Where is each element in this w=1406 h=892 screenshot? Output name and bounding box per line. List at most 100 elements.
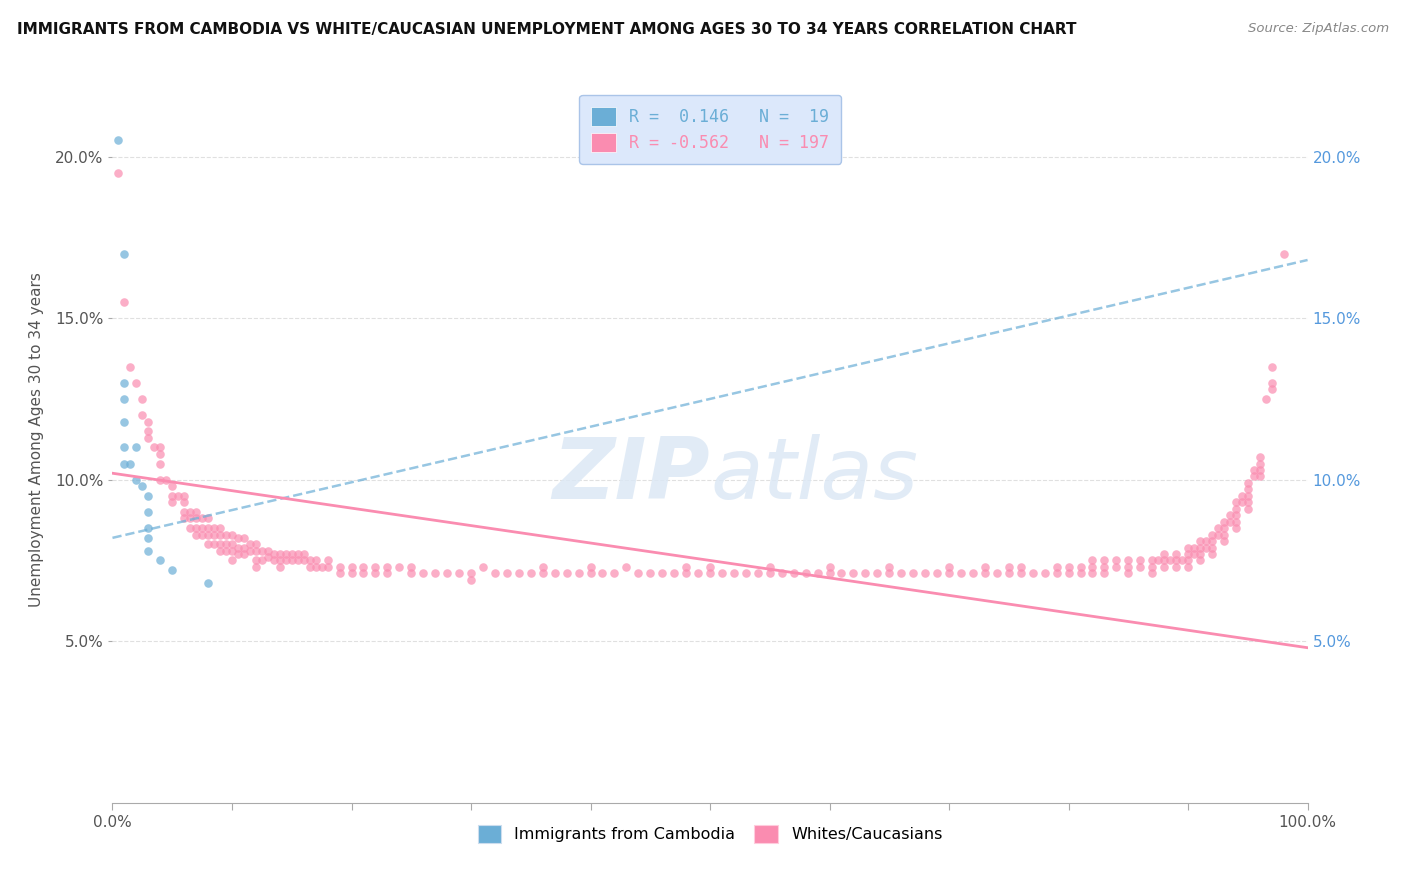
Point [1206,527,1229,541]
Point [1153,560,1175,574]
Y-axis label: Unemployment Among Ages 30 to 34 years: Unemployment Among Ages 30 to 34 years [30,272,44,607]
Point [1159,553,1181,567]
Point [215,527,238,541]
Point [1070,566,1092,581]
Point [1142,560,1164,574]
Point [1225,501,1247,516]
Point [131,392,153,406]
Point [1010,566,1032,581]
Point [950,566,973,581]
Point [759,560,782,574]
Point [197,521,219,535]
Point [627,566,650,581]
Point [274,553,297,567]
Point [329,566,352,581]
Point [186,527,208,541]
Text: ZIP: ZIP [553,434,710,517]
Point [938,560,960,574]
Point [675,566,697,581]
Point [770,566,793,581]
Point [162,479,183,493]
Point [138,505,160,519]
Point [447,566,470,581]
Point [114,457,135,471]
Point [903,566,925,581]
Point [250,543,273,558]
Point [162,489,183,503]
Point [568,566,591,581]
Point [352,560,374,574]
Point [1177,547,1199,561]
Point [138,531,160,545]
Point [1254,392,1277,406]
Point [233,531,256,545]
Point [138,415,160,429]
Point [1182,547,1205,561]
Text: atlas: atlas [710,434,918,517]
Point [287,547,309,561]
Point [1213,527,1236,541]
Point [191,521,214,535]
Point [221,537,243,551]
Point [209,537,232,551]
Point [125,441,148,455]
Point [1201,541,1223,555]
Point [1142,553,1164,567]
Point [460,573,482,587]
Point [1171,553,1194,567]
Point [1237,475,1260,490]
Point [520,566,543,581]
Point [245,560,267,574]
Point [1225,515,1247,529]
Point [818,560,841,574]
Point [311,560,333,574]
Point [1046,566,1069,581]
Point [239,543,262,558]
Point [197,576,219,591]
Point [221,553,243,567]
Point [723,566,745,581]
Point [149,441,172,455]
Point [651,566,673,581]
Point [1177,560,1199,574]
Point [472,560,495,574]
Point [143,441,166,455]
Legend: Immigrants from Cambodia, Whites/Caucasians: Immigrants from Cambodia, Whites/Caucasi… [471,818,949,849]
Point [640,566,662,581]
Point [149,447,172,461]
Point [114,415,135,429]
Point [699,566,721,581]
Point [257,550,280,565]
Point [197,511,219,525]
Point [664,566,686,581]
Point [173,505,195,519]
Point [1094,566,1116,581]
Point [149,457,172,471]
Point [1177,541,1199,555]
Point [1249,457,1271,471]
Point [496,566,519,581]
Point [120,457,142,471]
Point [998,566,1021,581]
Point [1213,521,1236,535]
Point [1206,521,1229,535]
Point [1147,553,1170,567]
Point [226,541,249,555]
Point [818,566,841,581]
Point [173,489,195,503]
Point [377,566,399,581]
Point [1201,547,1223,561]
Point [1166,560,1188,574]
Point [603,566,626,581]
Point [125,376,148,390]
Point [114,376,135,390]
Point [1213,515,1236,529]
Point [592,566,614,581]
Point [531,566,554,581]
Point [120,359,142,374]
Point [215,537,238,551]
Point [138,521,160,535]
Point [1249,450,1271,464]
Point [1189,553,1212,567]
Point [1177,553,1199,567]
